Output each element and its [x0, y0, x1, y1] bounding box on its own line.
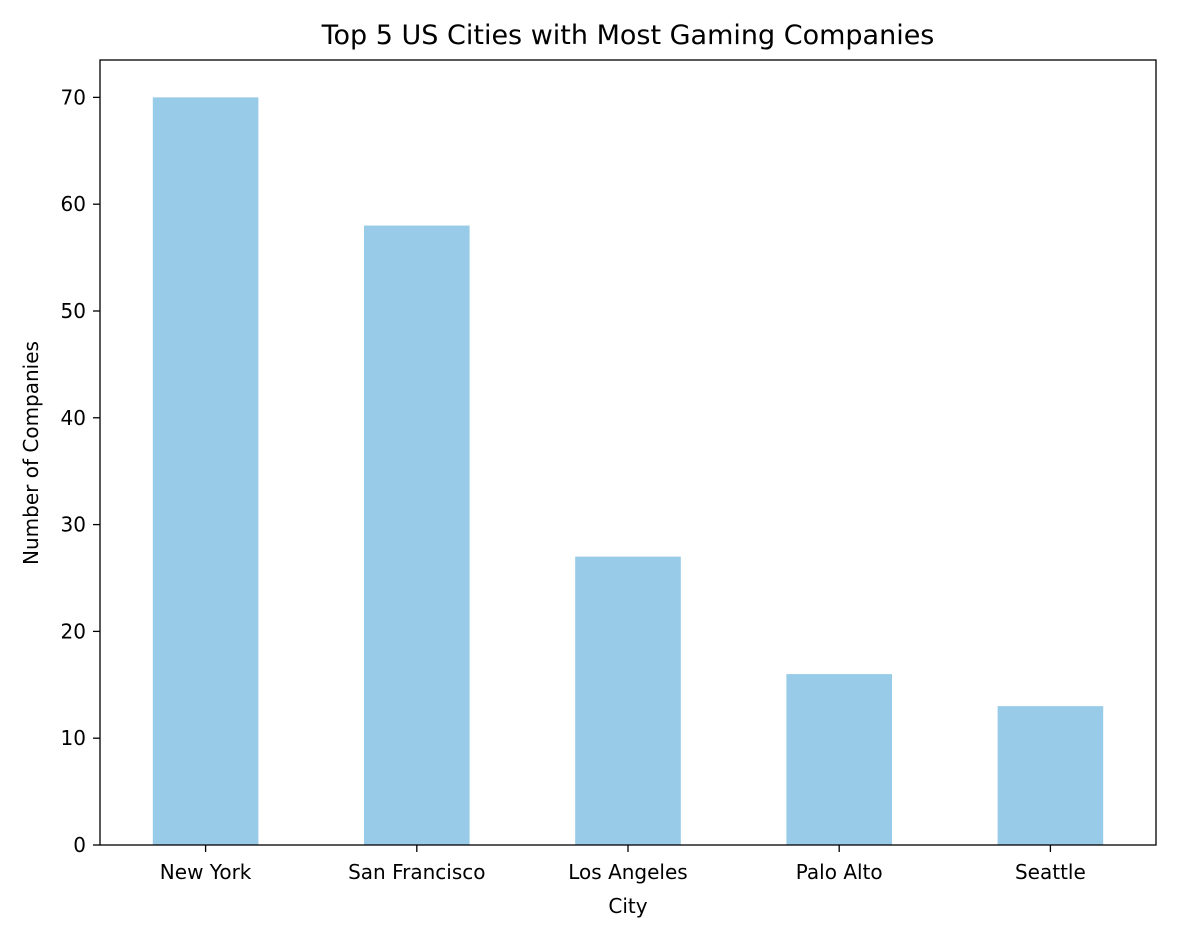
y-tick-label: 40 [61, 406, 86, 430]
bar-palo-alto [786, 674, 892, 845]
x-tick-label: Seattle [1015, 860, 1086, 884]
bar-new-york [152, 97, 259, 845]
plot-frame [99, 59, 1157, 846]
x-tick-label: Los Angeles [568, 860, 687, 884]
x-axis-label: City [608, 894, 647, 918]
y-tick-label: 30 [61, 513, 86, 537]
x-tick-label: Palo Alto [796, 860, 883, 884]
chart-title: Top 5 US Cities with Most Gaming Compani… [321, 20, 935, 51]
bar-los-angeles [575, 556, 681, 845]
x-tick-label: New York [160, 860, 252, 884]
y-axis-label: Number of Companies [19, 341, 43, 565]
bars-group [152, 97, 1104, 846]
y-tick-label: 0 [73, 833, 86, 857]
y-tick-label: 20 [61, 619, 86, 643]
y-axis-ticks: 0 10 20 30 40 50 60 70 [61, 85, 100, 857]
bar-san-francisco [364, 225, 470, 846]
y-tick-label: 60 [61, 192, 86, 216]
y-tick-label: 50 [61, 299, 86, 323]
bar-seattle [997, 706, 1104, 845]
y-tick-label: 10 [61, 726, 86, 750]
x-tick-label: San Francisco [348, 860, 485, 884]
x-axis-ticks: New York San Francisco Los Angeles Palo Alt… [160, 845, 1086, 884]
y-tick-label: 70 [61, 85, 86, 109]
